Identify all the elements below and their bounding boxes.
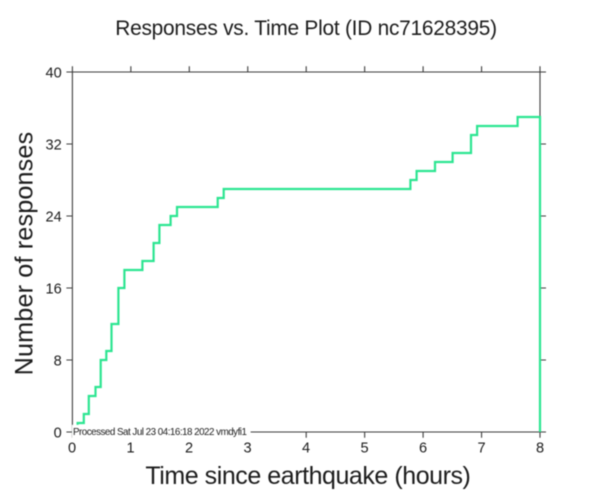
svg-text:8: 8 [536,441,544,457]
svg-text:0: 0 [68,441,76,457]
svg-text:5: 5 [360,441,368,457]
svg-text:Responses vs. Time Plot (ID nc: Responses vs. Time Plot (ID nc71628395) [115,17,497,40]
svg-text:32: 32 [45,138,61,154]
svg-text:Number of responses: Number of responses [11,132,39,376]
svg-text:2: 2 [185,441,193,457]
svg-text:1: 1 [126,441,134,457]
svg-text:Time since earthquake (hours): Time since earthquake (hours) [145,462,470,490]
svg-text:24: 24 [45,210,61,226]
svg-text:6: 6 [419,441,427,457]
svg-text:4: 4 [302,441,310,457]
svg-text:0: 0 [54,426,62,442]
svg-text:16: 16 [45,282,61,298]
svg-text:8: 8 [54,354,62,370]
svg-text:Processed Sat Jul 23 04:16:18: Processed Sat Jul 23 04:16:18 2022 vmdyf… [73,427,246,438]
svg-text:7: 7 [477,441,485,457]
svg-text:3: 3 [243,441,251,457]
svg-text:40: 40 [45,66,61,82]
